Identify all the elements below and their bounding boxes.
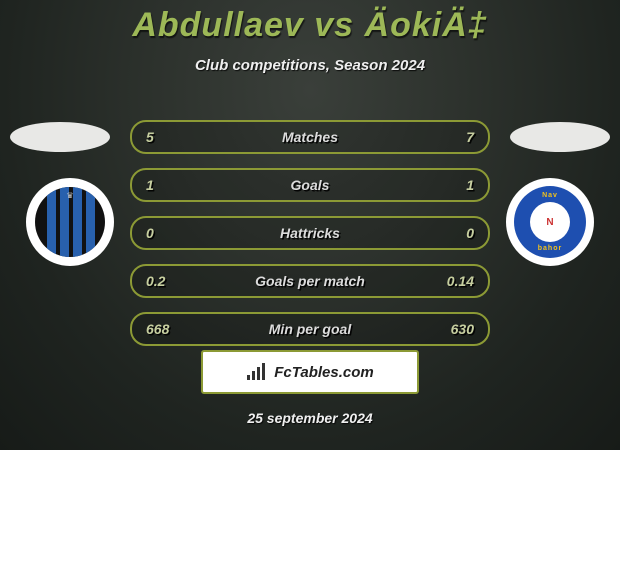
stat-row: 0.2 Goals per match 0.14: [130, 264, 490, 298]
club-brugge-icon: ♛: [35, 187, 105, 257]
date-text: 25 september 2024: [0, 410, 620, 426]
stat-row: 1 Goals 1: [130, 168, 490, 202]
comparison-card: Abdullaev vs ÄokiÄ‡ Club competitions, S…: [0, 0, 620, 450]
stat-right: 0: [466, 218, 474, 248]
bars-icon: [246, 363, 268, 381]
stat-right: 0.14: [447, 266, 474, 296]
subtitle: Club competitions, Season 2024: [0, 57, 620, 74]
stat-label: Hattricks: [132, 218, 488, 248]
stat-right: 1: [466, 170, 474, 200]
stat-label: Goals: [132, 170, 488, 200]
club-badge-left: ♛: [26, 178, 114, 266]
stat-label: Goals per match: [132, 266, 488, 296]
brand-box[interactable]: FcTables.com: [201, 350, 419, 394]
stat-right: 630: [451, 314, 474, 344]
player-photo-right: [510, 122, 610, 152]
stat-label: Matches: [132, 122, 488, 152]
club-badge-right: Nav N bahor: [506, 178, 594, 266]
navbahor-icon: Nav N bahor: [514, 186, 586, 258]
page-title: Abdullaev vs ÄokiÄ‡: [0, 0, 620, 45]
stat-row: 668 Min per goal 630: [130, 312, 490, 346]
stats-block: 5 Matches 7 1 Goals 1 0 Hattricks 0 0.2 …: [130, 120, 490, 360]
stat-row: 0 Hattricks 0: [130, 216, 490, 250]
brand-text: FcTables.com: [274, 364, 373, 381]
player-photo-left: [10, 122, 110, 152]
stat-label: Min per goal: [132, 314, 488, 344]
stat-right: 7: [466, 122, 474, 152]
stat-row: 5 Matches 7: [130, 120, 490, 154]
